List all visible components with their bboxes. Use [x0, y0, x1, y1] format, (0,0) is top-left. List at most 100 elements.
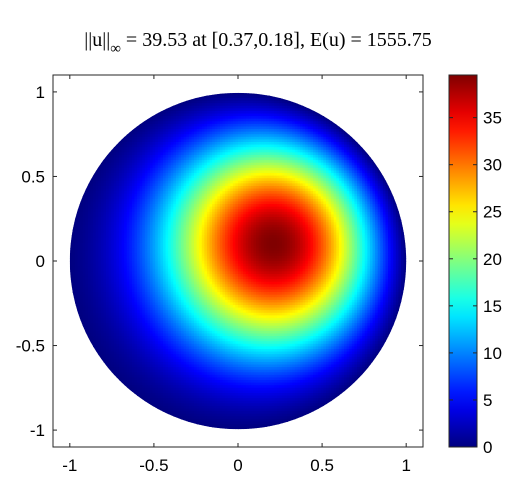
- heat-cell: [111, 237, 115, 241]
- heat-cell: [157, 154, 161, 159]
- heat-cell: [74, 297, 79, 301]
- heat-cell: [121, 338, 125, 342]
- heat-cell: [162, 131, 167, 135]
- heat-cell: [178, 144, 182, 148]
- heat-cell: [118, 268, 123, 272]
- heat-cell: [147, 372, 151, 376]
- heat-cell: [147, 255, 151, 260]
- heat-cell: [139, 131, 143, 135]
- heat-cell: [155, 333, 159, 337]
- heat-cell: [137, 255, 141, 260]
- heat-cell: [152, 310, 156, 314]
- heat-cell: [165, 387, 169, 391]
- heat-cell: [194, 139, 198, 143]
- heat-cell: [77, 240, 81, 244]
- heat-cell: [129, 333, 133, 337]
- heat-cell: [144, 154, 149, 159]
- heat-cell: [157, 222, 161, 226]
- heat-cell: [152, 188, 156, 192]
- heat-cell: [181, 126, 185, 130]
- heat-cell: [129, 170, 133, 174]
- heat-cell: [108, 284, 112, 288]
- heat-cell: [194, 183, 198, 187]
- heat-cell: [173, 242, 177, 247]
- heat-cell: [100, 245, 105, 249]
- heat-cell: [178, 374, 182, 379]
- heat-cell: [181, 144, 185, 148]
- heat-cell: [103, 217, 107, 221]
- heat-cell: [181, 395, 185, 399]
- heat-cell: [95, 346, 99, 350]
- heat-cell: [95, 328, 99, 332]
- heat-cell: [152, 162, 156, 166]
- heat-cell: [134, 361, 138, 366]
- heat-cell: [155, 224, 159, 228]
- heat-cell: [137, 222, 141, 226]
- heat-cell: [142, 292, 146, 296]
- heat-cell: [131, 356, 136, 360]
- heat-cell: [162, 361, 167, 366]
- heat-cell: [191, 100, 195, 104]
- heat-cell: [90, 312, 94, 316]
- heat-cell: [131, 149, 136, 153]
- heat-cell: [157, 380, 161, 384]
- heat-cell: [124, 310, 128, 314]
- heat-cell: [188, 299, 193, 303]
- heat-cell: [191, 103, 195, 107]
- heat-cell: [95, 336, 99, 340]
- heat-cell: [139, 333, 143, 337]
- heat-cell: [100, 170, 105, 174]
- heat-cell: [126, 380, 130, 384]
- heat-cell: [191, 320, 195, 324]
- heat-cell: [139, 198, 143, 203]
- heat-cell: [168, 325, 172, 329]
- heat-cell: [183, 261, 187, 265]
- heat-cell: [196, 297, 200, 301]
- heat-cell: [157, 237, 161, 241]
- heat-cell: [165, 157, 169, 161]
- heat-cell: [121, 310, 125, 314]
- heat-cell: [116, 294, 120, 298]
- heat-cell: [95, 281, 99, 285]
- heat-cell: [194, 240, 198, 244]
- heat-cell: [116, 198, 120, 203]
- heat-cell: [165, 229, 169, 234]
- heat-cell: [85, 268, 89, 272]
- heat-cell: [170, 162, 174, 166]
- heat-cell: [188, 273, 193, 278]
- heat-cell: [168, 219, 172, 223]
- heat-cell: [155, 372, 159, 376]
- heat-cell: [150, 240, 154, 244]
- heat-cell: [188, 356, 193, 360]
- heat-cell: [87, 196, 92, 200]
- heat-cell: [121, 167, 125, 172]
- heat-cell: [121, 315, 125, 319]
- heat-cell: [175, 341, 180, 345]
- heat-cell: [191, 297, 195, 301]
- heat-cell: [95, 211, 99, 216]
- heat-cell: [183, 227, 187, 231]
- heat-cell: [124, 377, 128, 381]
- heat-cell: [191, 201, 195, 205]
- heat-cell: [77, 211, 81, 216]
- heat-cell: [126, 292, 130, 296]
- heat-cell: [124, 372, 128, 376]
- heat-cell: [183, 136, 187, 140]
- heat-cell: [160, 201, 164, 205]
- heat-cell: [137, 149, 141, 153]
- heat-cell: [199, 141, 203, 146]
- heat-cell: [82, 297, 86, 301]
- heat-cell: [74, 299, 79, 303]
- heat-cell: [124, 320, 128, 324]
- heat-cell: [173, 307, 177, 311]
- heat-cell: [90, 201, 94, 205]
- heat-cell: [152, 214, 156, 218]
- heat-cell: [160, 333, 164, 337]
- heat-cell: [134, 211, 138, 216]
- heat-cell: [137, 268, 141, 272]
- heat-cell: [170, 232, 174, 236]
- heat-cell: [147, 147, 151, 151]
- heat-cell: [160, 369, 164, 373]
- heat-cell: [191, 235, 195, 239]
- heat-cell: [155, 398, 159, 402]
